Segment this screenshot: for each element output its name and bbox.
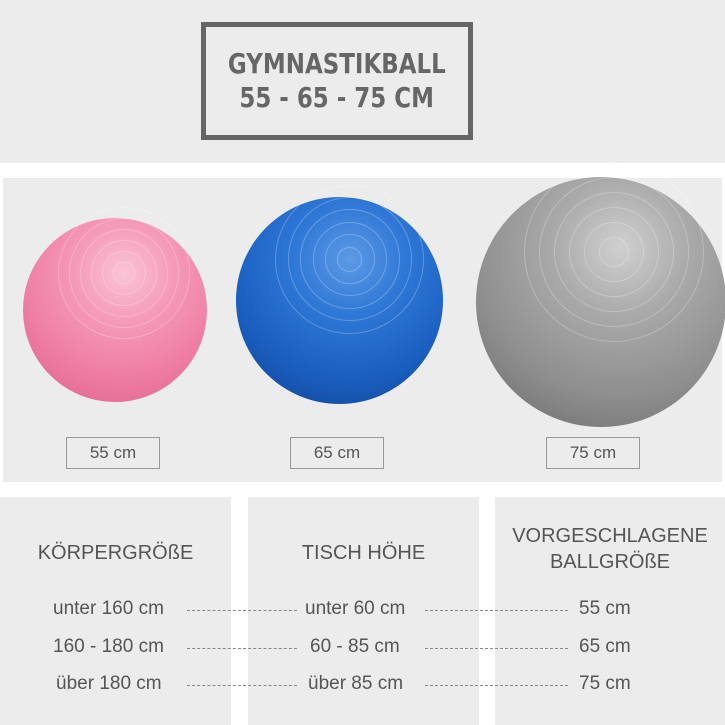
header-ball-size-line-1: VORGESCHLAGENE: [512, 525, 708, 547]
ball-ring-decoration: [57, 206, 191, 340]
pink-ball-image: [23, 206, 207, 402]
row-1-ball: 55 cm: [579, 598, 631, 619]
size-label-65: 65 cm: [290, 437, 384, 469]
column-ball-size: VORGESCHLAGENE BALLGRÖßE: [495, 497, 725, 725]
column-table-height: TISCH HÖHE: [248, 497, 479, 725]
row-2-table: 60 - 85 cm: [310, 636, 400, 657]
ball-ring-decoration: [275, 184, 425, 334]
column-body-height: KÖRPERGRÖßE: [0, 497, 231, 725]
row-2-dash: [425, 648, 568, 649]
row-2-body: 160 - 180 cm: [53, 636, 164, 657]
size-label-55: 55 cm: [66, 437, 160, 469]
size-label-75: 75 cm: [546, 437, 640, 469]
title-box: GYMNASTIKBALL 55 - 65 - 75 CM: [201, 22, 473, 140]
header-ball-size-line-2: BALLGRÖßE: [549, 551, 671, 573]
row-1-dash: [425, 610, 568, 611]
row-3-body: über 180 cm: [56, 673, 162, 694]
row-3-table: über 85 cm: [308, 673, 404, 694]
header-table-height: TISCH HÖHE: [301, 542, 426, 564]
header-body-height: KÖRPERGRÖßE: [37, 542, 194, 564]
row-3-dash: [187, 685, 297, 686]
title-line-2: 55 - 65 - 75 CM: [239, 81, 435, 114]
title-line-1: GYMNASTIKBALL: [228, 47, 446, 80]
row-2-dash: [187, 648, 297, 649]
blue-ball-image: [236, 184, 443, 404]
row-1-table: unter 60 cm: [305, 598, 406, 619]
row-1-dash: [187, 610, 297, 611]
row-1-body: unter 160 cm: [53, 598, 164, 619]
row-3-ball: 75 cm: [579, 673, 631, 694]
gray-ball-image: [476, 162, 725, 427]
row-3-dash: [425, 685, 568, 686]
row-2-ball: 65 cm: [579, 636, 631, 657]
header-area: GYMNASTIKBALL 55 - 65 - 75 CM: [0, 0, 725, 163]
ball-ring-decoration: [523, 162, 704, 342]
